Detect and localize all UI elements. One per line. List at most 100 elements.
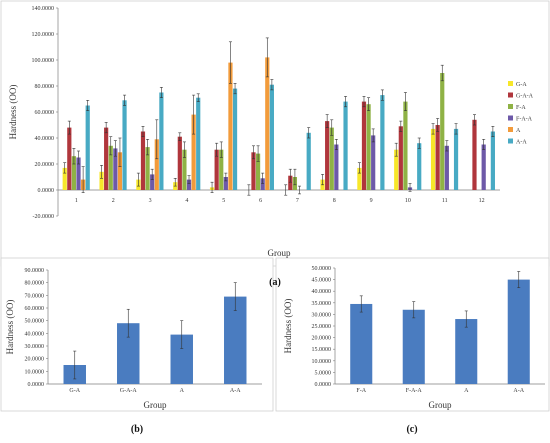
panel-a-category-label: 5 (222, 198, 225, 204)
panel-a-category-label: 11 (442, 198, 448, 204)
panel-c-ytick-label: 45.0000 (312, 278, 332, 284)
panel-a-legend-swatch-G-A-A (508, 92, 513, 98)
panel-a-category-label: 6 (259, 198, 262, 204)
panel-c-ytick-label: 10.0000 (312, 359, 332, 365)
panel-a-bar-A-A (306, 132, 311, 190)
panel-a-bar-F-A (255, 153, 261, 190)
panel-c-ytick-label: 25.0000 (312, 324, 332, 330)
panel-c-ytick-label: 50.0000 (312, 266, 332, 272)
panel-a-bar-A-A (122, 100, 127, 190)
panel-c-ytick-label: 0.0000 (315, 382, 332, 388)
panel-b-ytick-label: 60.0000 (25, 306, 45, 312)
panel-a-ytick-label: 120.0000 (32, 32, 55, 38)
panel-a-bar-G-A-A (214, 149, 219, 190)
panel-c-ytick-label: 30.0000 (312, 312, 332, 318)
panel-a-bar-F-A (108, 145, 113, 190)
panel-a-legend-label-F-A: F-A (516, 105, 526, 111)
panel-label-c: (c) (406, 424, 417, 435)
panel-b-chart: 0.0000 10.0000 20.0000 30.0000 40.0000 50.000… (5, 268, 262, 410)
panel-a-category-label: 12 (479, 198, 485, 204)
panel-a-bar-F-A (440, 73, 445, 190)
panel-a-legend-label-A: A (516, 128, 521, 134)
panel-a-bar-A-A (380, 95, 385, 190)
panel-a-bar-G-A-A (435, 125, 440, 190)
panel-a-x-axis-title: Group (268, 248, 291, 258)
panel-a-bar-A (117, 152, 123, 190)
panel-a-bar-G-A-A (140, 131, 146, 190)
panel-b-ytick-label: 10.0000 (25, 369, 45, 375)
panel-label-b: (b) (131, 424, 143, 435)
panel-c-category-label: A-A (513, 388, 524, 394)
panel-a-bar-G-A-A (177, 136, 182, 190)
panel-b-x-axis-title: Group (144, 400, 167, 410)
panel-a-category-label: 7 (296, 198, 299, 204)
panel-a-bar-F-A-A (113, 148, 118, 190)
panel-a-bar-A (265, 57, 270, 191)
panel-a-legend-label-A-A: A-A (516, 140, 527, 146)
panel-a-bar-A (228, 62, 233, 190)
panel-b-category-label: A-A (230, 388, 241, 394)
panel-a-bar-A-A (269, 84, 274, 190)
panel-a-bar-A-A (417, 143, 422, 190)
panel-a-legend-label-F-A-A: F-A-A (516, 117, 533, 123)
panel-c-y-axis-title: Hardness (OO) (283, 299, 293, 354)
panel-a-bar-F-A (366, 104, 371, 190)
panel-a-bar-F-A-A (444, 145, 449, 190)
panel-c-bar (507, 279, 530, 384)
panel-a-category-label: 8 (333, 198, 336, 204)
panel-c-ytick-label: 20.0000 (312, 336, 332, 342)
panel-c-ytick-label: 15.0000 (312, 347, 332, 353)
panel-b-y-axis-title: Hardness (OO) (5, 300, 15, 355)
panel-a-bar-F-A (145, 147, 150, 190)
panel-c-bar (455, 319, 478, 384)
panel-a-legend-swatch-F-A-A (508, 115, 513, 121)
panel-a-ytick-label: 100.0000 (32, 58, 55, 64)
panel-a-bar-G-A (394, 149, 399, 190)
panel-c-ytick-label: 35.0000 (312, 301, 332, 307)
panel-b-category-label: A (180, 388, 185, 394)
panel-a-bar-F-A (71, 156, 77, 190)
panel-a-bar-A-A (453, 128, 459, 190)
panel-c-category-label: A (464, 388, 469, 394)
panel-a-y-axis-title: Hardness (OO) (8, 85, 18, 140)
panel-a-bar-G-A (357, 167, 362, 190)
panel-a-bar-F-A (182, 149, 187, 190)
panel-b-ytick-label: 50.0000 (25, 319, 45, 325)
panel-a-bar-F-A (219, 149, 224, 190)
panel-b-bar (117, 323, 140, 384)
panel-c-category-label: F-A (356, 388, 366, 394)
panel-b-ytick-label: 70.0000 (25, 293, 45, 299)
panel-a-bar-F-A-A (76, 157, 81, 190)
panel-a-frame (0, 0, 550, 267)
panel-a-bar-G-A-A (251, 152, 256, 190)
panel-a-bar-F-A (329, 127, 334, 190)
panel-a-legend-swatch-A-A (508, 138, 513, 144)
panel-c-category-label: F-A-A (406, 388, 423, 394)
panel-b-bar (224, 296, 247, 384)
panel-a-bar-G-A-A (472, 119, 477, 190)
panel-a-ytick-label: -20.0000 (33, 214, 55, 220)
panel-a-chart: -20.0000 0.0000 20.0000 40.0000 60.0000 80.00… (8, 6, 534, 258)
panel-a-bar-G-A (62, 167, 67, 190)
panel-a-bar-F-A-A (481, 144, 486, 190)
panel-b-ytick-label: 20.0000 (25, 357, 45, 363)
panel-b-ytick-label: 90.0000 (25, 268, 45, 274)
panel-a-category-label: 1 (75, 198, 78, 204)
panel-a-bar-G-A-A (361, 101, 367, 190)
panel-a-bar-A-A (159, 92, 164, 190)
panel-c-bar (402, 309, 425, 384)
panel-a-bar-F-A-A (150, 174, 155, 190)
panel-a-bar-G-A-A (325, 121, 330, 190)
panel-a-ytick-label: 80.0000 (35, 84, 55, 90)
panel-a-bar-G-A-A (67, 127, 72, 190)
panel-a-bar-G-A-A (398, 126, 403, 190)
panel-b-category-label: G-A-A (120, 388, 138, 394)
panel-a-ytick-label: 60.0000 (35, 110, 55, 116)
panel-a-ytick-label: 40.0000 (35, 136, 55, 142)
panel-c-bar (350, 303, 373, 384)
panel-c-ytick-label: 5.0000 (315, 370, 332, 376)
panel-a-bar-F-A-A (223, 177, 228, 190)
panel-a-category-label: 2 (112, 198, 115, 204)
